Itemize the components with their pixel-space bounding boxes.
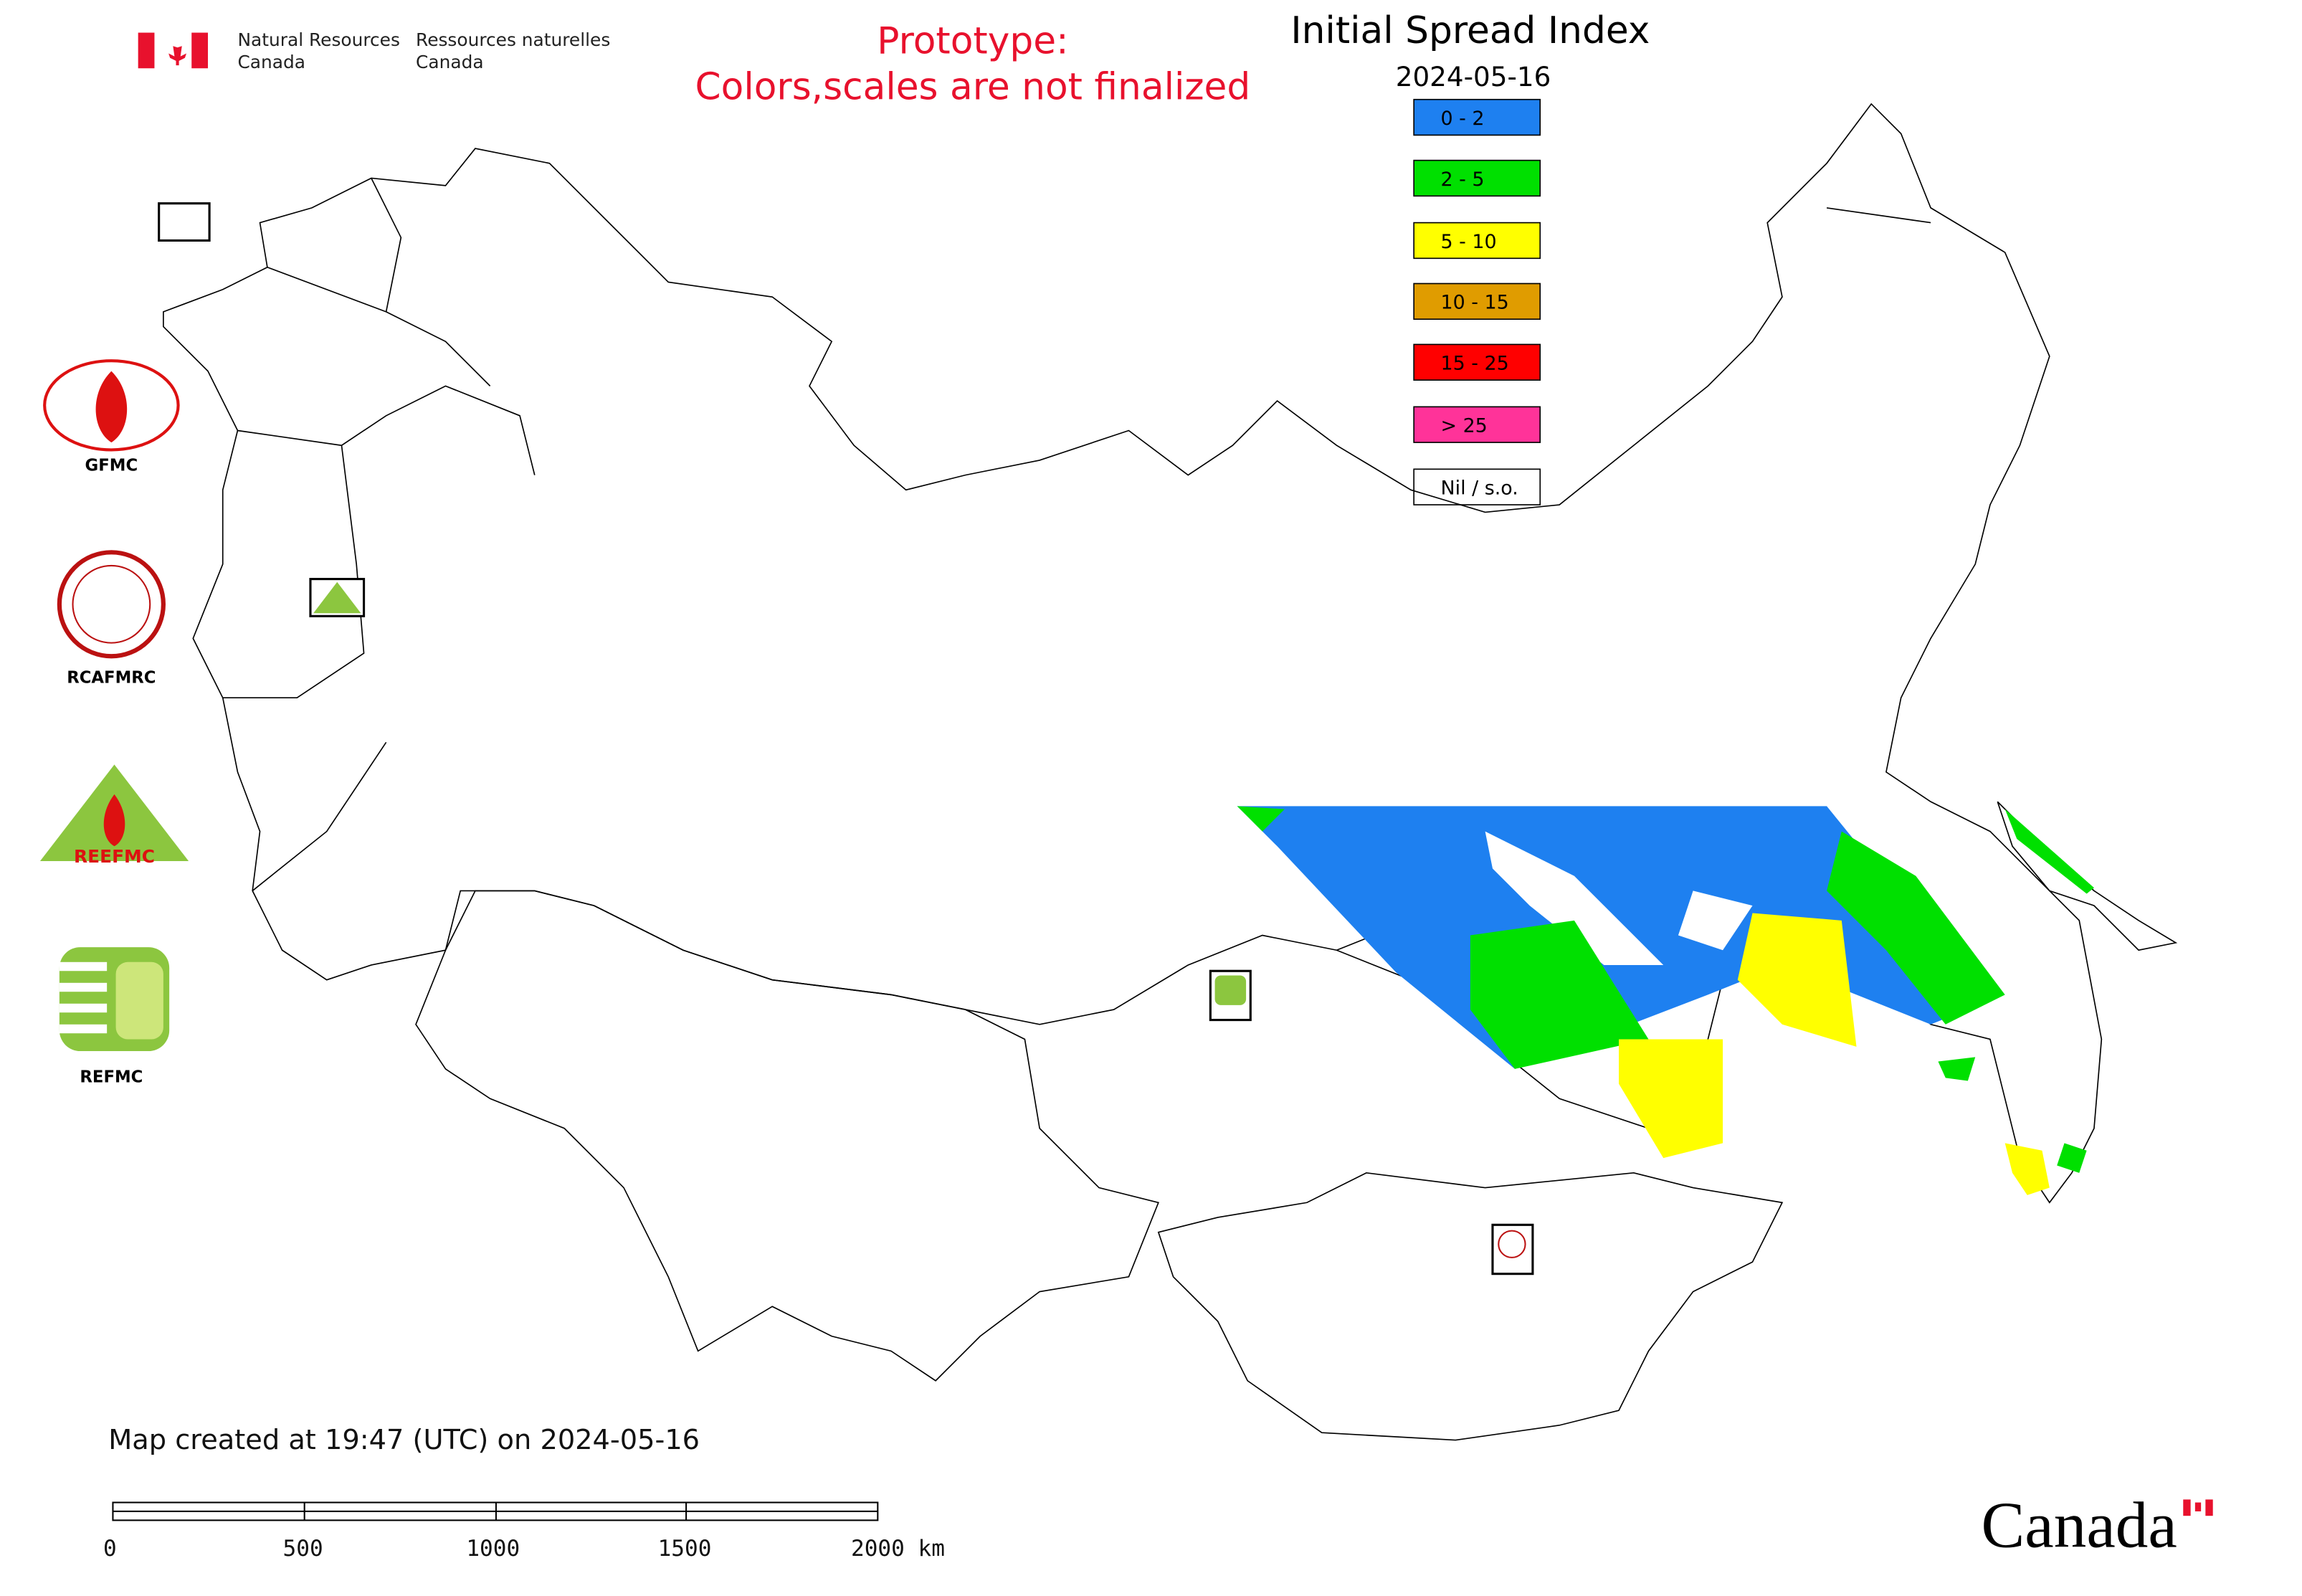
scale-bar bbox=[112, 1501, 879, 1521]
legend-label: 10 - 15 bbox=[1440, 292, 1508, 314]
index-area bbox=[1737, 913, 1857, 1047]
legend-label: 0 - 2 bbox=[1440, 108, 1484, 130]
boundaries bbox=[163, 103, 2178, 1441]
legend-label: Nil / s.o. bbox=[1440, 478, 1518, 500]
legend-label: > 25 bbox=[1440, 415, 1487, 437]
org-name-en: Natural Resources bbox=[237, 29, 399, 50]
prototype-notice: Colors,scales are not finalized bbox=[695, 66, 1251, 109]
canada-wordmark: Canada bbox=[1982, 1489, 2177, 1562]
index-area bbox=[2004, 1143, 2050, 1195]
logo-label: REFMC bbox=[80, 1068, 143, 1087]
legend-swatch bbox=[1413, 343, 1541, 381]
scale-label: 1500 bbox=[658, 1536, 712, 1562]
index-area bbox=[1827, 831, 2005, 1025]
legend-swatch bbox=[1413, 222, 1541, 260]
gfmc-logo bbox=[43, 359, 180, 452]
map-date: 2024-05-16 bbox=[1396, 61, 1551, 92]
map-created-note: Map created at 19:47 (UTC) on 2024-05-16 bbox=[108, 1424, 700, 1456]
index-area bbox=[2057, 1143, 2087, 1173]
logo-label: REEFMC bbox=[74, 846, 155, 867]
index-area bbox=[1470, 920, 1649, 1069]
wordmark-flag bbox=[2183, 1499, 2213, 1516]
canada-flag bbox=[138, 32, 209, 69]
reefmc-logo bbox=[39, 764, 189, 862]
legend-swatch bbox=[1413, 406, 1541, 443]
prototype-notice: Prototype: bbox=[877, 20, 1068, 63]
map-title: Initial Spread Index bbox=[1290, 9, 1650, 52]
legend-swatch bbox=[1413, 159, 1541, 197]
index-area bbox=[1678, 890, 1753, 951]
legend: 0 - 2 2 - 5 5 - 10 10 - 15 15 - 25 > 25 Nil / … bbox=[1413, 98, 1541, 505]
mongolia-outline bbox=[1157, 1172, 1784, 1441]
logo-label: GFMC bbox=[85, 456, 138, 475]
scale-label: 500 bbox=[283, 1536, 323, 1562]
legend-swatch bbox=[1413, 98, 1541, 136]
kazakhstan-outline bbox=[415, 890, 1159, 1382]
legend-swatch bbox=[1413, 468, 1541, 505]
spread-index-areas bbox=[1237, 806, 2094, 1195]
index-area bbox=[1237, 806, 1285, 832]
map-markers bbox=[158, 202, 1534, 1276]
index-area bbox=[1938, 1057, 1976, 1081]
index-area bbox=[1619, 1039, 1723, 1159]
refmc-logo bbox=[59, 947, 170, 1052]
logo-label: RCAFMRC bbox=[67, 669, 156, 688]
index-area bbox=[1485, 831, 1664, 965]
org-name-fr: Ressources naturelles bbox=[416, 29, 610, 50]
index-area bbox=[2004, 809, 2094, 894]
org-name-fr: Canada bbox=[416, 52, 484, 72]
sakhalin-outline bbox=[1997, 801, 2178, 951]
scale-label: 0 bbox=[103, 1536, 117, 1562]
rcafmrc-logo bbox=[57, 550, 166, 659]
legend-label: 2 - 5 bbox=[1440, 168, 1484, 191]
org-name-en: Canada bbox=[237, 52, 305, 72]
russia-outline bbox=[163, 103, 2103, 1204]
legend-label: 15 - 25 bbox=[1440, 353, 1508, 375]
scale-label: 2000 km bbox=[851, 1536, 945, 1562]
scale-label: 1000 bbox=[466, 1536, 520, 1562]
legend-label: 5 - 10 bbox=[1440, 231, 1496, 253]
legend-swatch bbox=[1413, 282, 1541, 320]
